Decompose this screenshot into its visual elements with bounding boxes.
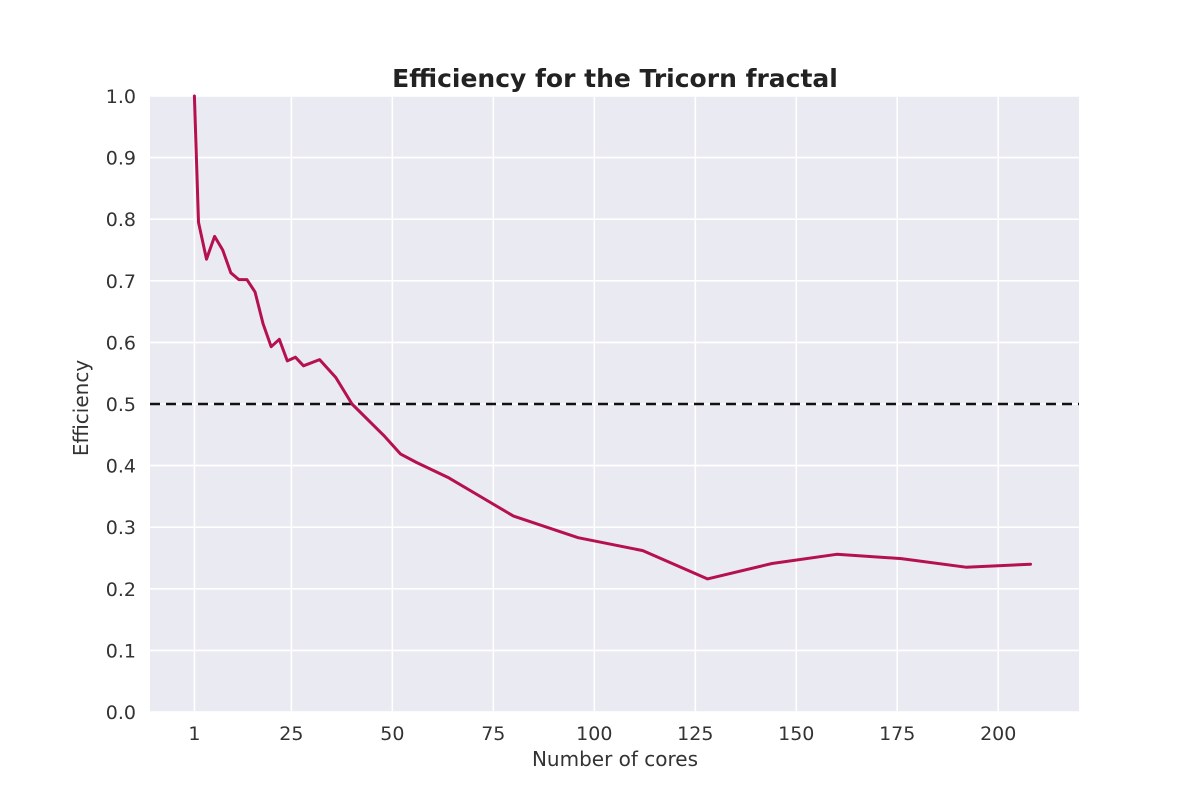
x-tick-label: 125 [677, 723, 713, 745]
y-axis-label: Efficiency [69, 360, 93, 457]
x-tick-label: 150 [778, 723, 814, 745]
x-tick-label: 75 [481, 723, 505, 745]
y-tick-label: 0.0 [106, 702, 136, 724]
y-tick-label: 1.0 [106, 86, 136, 108]
y-tick-label: 0.4 [106, 456, 136, 478]
x-tick-label: 175 [879, 723, 915, 745]
x-tick-labels: 1 25 50 75 100 125 150 175 200 [188, 723, 1016, 745]
y-tick-label: 0.8 [106, 209, 136, 231]
y-tick-label: 0.9 [106, 148, 136, 170]
y-tick-label: 0.6 [106, 332, 136, 354]
y-tick-label: 0.2 [106, 579, 136, 601]
x-tick-label: 25 [279, 723, 303, 745]
chart-title: Efficiency for the Tricorn fractal [392, 64, 838, 93]
y-tick-label: 0.1 [106, 640, 136, 662]
x-tick-label: 100 [576, 723, 612, 745]
y-tick-labels: 0.0 0.1 0.2 0.3 0.4 0.5 0.6 0.7 0.8 0.9 1.0 [106, 86, 136, 724]
efficiency-series-line [192, 94, 1032, 581]
x-tick-label: 200 [980, 723, 1016, 745]
y-tick-label: 0.7 [106, 271, 136, 293]
y-tick-label: 0.5 [106, 394, 136, 416]
x-axis-label: Number of cores [532, 747, 698, 771]
x-tick-label: 50 [380, 723, 404, 745]
y-tick-label: 0.3 [106, 517, 136, 539]
x-tick-label: 1 [188, 723, 200, 745]
series-group [192, 94, 1032, 581]
